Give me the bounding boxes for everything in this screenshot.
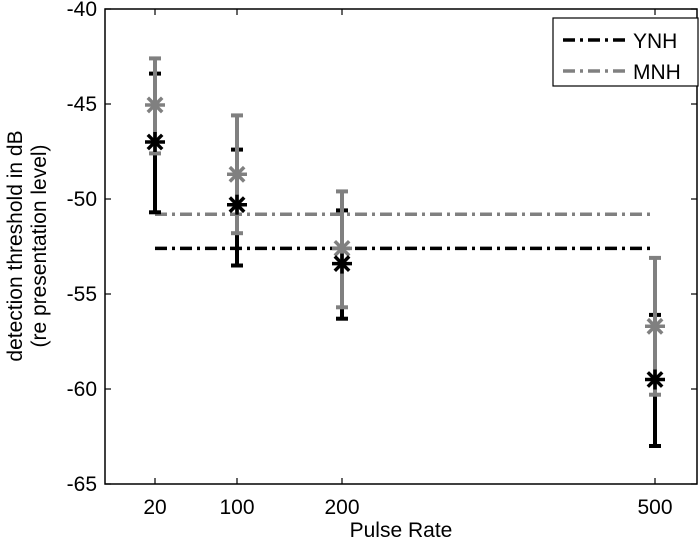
legend-box	[552, 17, 699, 87]
asterisk-stroke	[146, 96, 164, 114]
y-tick-label: -60	[67, 378, 97, 401]
x-axis-label: Pulse Rate	[350, 519, 453, 542]
series-ynh	[149, 71, 661, 448]
x-tick-label: 200	[324, 496, 359, 519]
asterisk-stroke	[333, 255, 351, 273]
axes-frame	[104, 8, 698, 485]
data-point-marker	[145, 94, 165, 115]
asterisk-stroke	[333, 239, 351, 257]
x-tick-label: 500	[637, 496, 672, 519]
asterisk-stroke	[646, 371, 664, 388]
asterisk-stroke	[646, 317, 664, 335]
asterisk-stroke	[228, 196, 246, 214]
asterisk-stroke	[228, 165, 246, 183]
legend-item-mnh: MNH	[563, 61, 681, 84]
x-tick-label: 100	[219, 496, 254, 519]
data-point-marker	[645, 316, 665, 337]
data-point-marker	[332, 238, 352, 259]
x-tick-label: 20	[143, 496, 166, 519]
data-point-marker	[645, 369, 665, 390]
data-point-marker	[332, 253, 352, 274]
asterisk-stroke	[146, 133, 164, 151]
y-tick-label: -65	[67, 473, 97, 496]
data-point-marker	[145, 132, 165, 152]
y-axis-label-line2: (re presentation level)	[28, 144, 51, 347]
legend: YNH MNH	[552, 17, 699, 87]
markers-ynh	[145, 132, 665, 390]
legend-label: MNH	[633, 61, 681, 84]
markers-mnh	[145, 94, 665, 337]
series-mnh	[149, 56, 661, 397]
y-tick-label: -55	[67, 283, 97, 306]
y-tick-label: -50	[67, 188, 97, 211]
data-point-marker	[227, 164, 247, 185]
legend-item-ynh: YNH	[563, 30, 677, 53]
y-tick-label: -40	[67, 0, 97, 21]
axes: -40 -45 -50 -55 -60 -65 20 100 200 500 Pulse Rate d…	[4, 0, 698, 542]
data-point-marker	[227, 194, 247, 215]
y-tick-label: -45	[67, 93, 97, 116]
y-axis-label-line1: detection threshold in dB	[4, 130, 27, 361]
legend-label: YNH	[633, 30, 677, 53]
plot-area	[145, 56, 665, 448]
